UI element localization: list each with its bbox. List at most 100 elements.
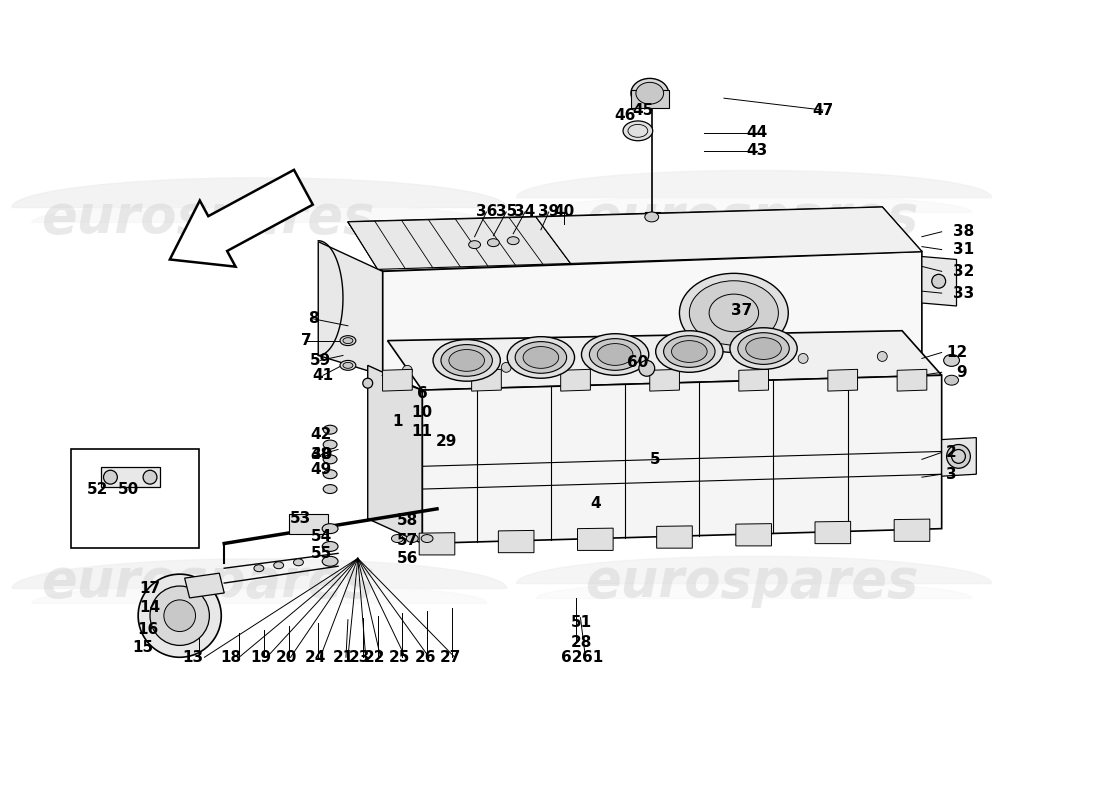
Ellipse shape — [623, 121, 652, 141]
Ellipse shape — [343, 338, 353, 343]
Text: 49: 49 — [310, 462, 332, 477]
Text: eurospares: eurospares — [41, 192, 374, 244]
Text: eurospares: eurospares — [585, 192, 918, 244]
Ellipse shape — [323, 455, 337, 464]
Ellipse shape — [340, 336, 355, 346]
Polygon shape — [472, 370, 502, 391]
Text: 9: 9 — [956, 365, 967, 380]
Text: 7: 7 — [301, 333, 311, 348]
Text: 41: 41 — [312, 368, 333, 382]
Circle shape — [502, 362, 512, 372]
Ellipse shape — [945, 375, 958, 385]
Circle shape — [639, 361, 654, 376]
Text: 62: 62 — [561, 650, 582, 665]
Text: 8: 8 — [308, 311, 319, 326]
Text: 36: 36 — [476, 205, 497, 219]
Polygon shape — [657, 526, 692, 548]
Ellipse shape — [582, 334, 649, 375]
Text: 4: 4 — [590, 497, 601, 511]
Polygon shape — [739, 370, 769, 391]
Ellipse shape — [323, 470, 337, 478]
Text: 45: 45 — [632, 102, 653, 118]
Text: 16: 16 — [138, 622, 158, 637]
Ellipse shape — [322, 524, 338, 534]
Ellipse shape — [406, 534, 418, 542]
Ellipse shape — [294, 559, 304, 566]
Ellipse shape — [507, 237, 519, 245]
Text: 37: 37 — [732, 303, 752, 318]
Polygon shape — [100, 467, 160, 487]
Text: 23: 23 — [349, 650, 371, 665]
Text: 14: 14 — [140, 600, 161, 615]
Polygon shape — [561, 370, 591, 391]
Text: eurospares: eurospares — [585, 556, 918, 608]
Text: 53: 53 — [289, 511, 311, 526]
Polygon shape — [942, 438, 977, 476]
Ellipse shape — [590, 338, 641, 370]
Text: 40: 40 — [553, 205, 574, 219]
Ellipse shape — [254, 565, 264, 572]
Text: 39: 39 — [538, 205, 560, 219]
Circle shape — [878, 351, 888, 362]
Circle shape — [150, 586, 209, 646]
Polygon shape — [383, 370, 412, 391]
Text: 47: 47 — [812, 102, 834, 118]
Polygon shape — [536, 207, 922, 263]
Ellipse shape — [322, 556, 338, 566]
Polygon shape — [736, 524, 771, 546]
Polygon shape — [387, 330, 942, 390]
Text: 32: 32 — [953, 264, 975, 279]
Text: 15: 15 — [132, 640, 154, 655]
Text: 54: 54 — [310, 529, 332, 544]
Text: 5: 5 — [649, 452, 660, 467]
Polygon shape — [288, 514, 328, 534]
Text: 22: 22 — [364, 650, 385, 665]
Text: 13: 13 — [182, 650, 204, 665]
Text: 60: 60 — [627, 355, 649, 370]
Circle shape — [143, 470, 157, 484]
Ellipse shape — [636, 82, 663, 104]
Text: 1: 1 — [393, 414, 403, 430]
Polygon shape — [367, 366, 422, 543]
Text: eurospares: eurospares — [41, 556, 374, 608]
Polygon shape — [419, 533, 454, 555]
Polygon shape — [828, 370, 858, 391]
Text: 30: 30 — [310, 447, 332, 462]
Text: 59: 59 — [309, 353, 331, 368]
Text: 18: 18 — [221, 650, 242, 665]
Ellipse shape — [944, 354, 959, 366]
Text: 21: 21 — [332, 650, 353, 665]
Text: 2: 2 — [946, 445, 957, 460]
Ellipse shape — [323, 426, 337, 434]
Ellipse shape — [441, 345, 493, 376]
Text: 42: 42 — [310, 427, 332, 442]
Ellipse shape — [524, 346, 559, 368]
Text: 6: 6 — [417, 386, 428, 401]
Polygon shape — [578, 528, 613, 550]
Polygon shape — [898, 370, 927, 391]
Circle shape — [164, 600, 196, 631]
Text: 57: 57 — [397, 533, 418, 548]
Circle shape — [601, 359, 610, 370]
Text: 12: 12 — [946, 345, 967, 360]
Text: 29: 29 — [437, 434, 458, 449]
Ellipse shape — [690, 281, 779, 345]
Text: 3: 3 — [946, 466, 957, 482]
Text: 58: 58 — [397, 514, 418, 528]
Ellipse shape — [515, 342, 566, 374]
Circle shape — [700, 357, 710, 366]
Polygon shape — [422, 375, 942, 543]
Text: 52: 52 — [87, 482, 108, 497]
Ellipse shape — [631, 78, 669, 108]
Text: 48: 48 — [310, 447, 332, 462]
Text: 35: 35 — [496, 205, 517, 219]
Circle shape — [947, 445, 970, 468]
Ellipse shape — [746, 338, 781, 359]
Text: 25: 25 — [388, 650, 410, 665]
Polygon shape — [348, 217, 571, 270]
Text: 44: 44 — [746, 126, 767, 140]
Ellipse shape — [680, 274, 789, 353]
Circle shape — [932, 274, 946, 288]
Polygon shape — [185, 573, 224, 598]
Ellipse shape — [433, 340, 500, 381]
